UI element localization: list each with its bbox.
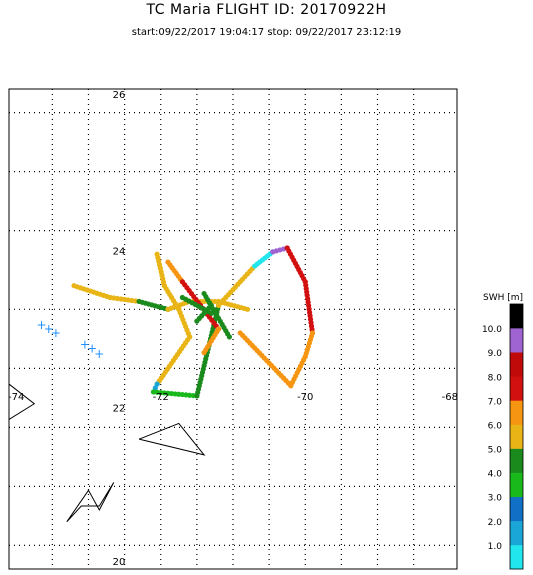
chart-subtitle: start:09/22/2017 19:04:17 stop: 09/22/20… bbox=[131, 27, 402, 38]
island-outline bbox=[66, 482, 115, 523]
swh-track-point bbox=[154, 381, 160, 387]
colorbar-tick-label: 10.0 bbox=[482, 325, 502, 335]
colorbar-bin bbox=[510, 448, 523, 473]
colorbar-tick-label: 4.0 bbox=[488, 470, 503, 480]
colorbar-tick-label: 8.0 bbox=[488, 373, 503, 383]
swh-track-point bbox=[226, 334, 232, 340]
dropsonde-marker: + bbox=[51, 326, 61, 340]
swh-track-point bbox=[288, 383, 294, 389]
colorbar-bin bbox=[510, 352, 523, 377]
colorbar-tick-label: 3.0 bbox=[488, 494, 503, 504]
island-outline bbox=[9, 383, 36, 420]
data-layer: ++++++ bbox=[9, 245, 316, 523]
colorbar-label: SWH [m] bbox=[483, 293, 523, 303]
colorbar-bin bbox=[510, 544, 523, 570]
dropsonde-marker: + bbox=[94, 347, 104, 361]
y-tick-label: 20 bbox=[113, 557, 126, 568]
dropsonde-marker: + bbox=[36, 318, 46, 332]
dropsonde-marker: + bbox=[87, 342, 97, 356]
x-tick-label: -70 bbox=[297, 392, 313, 403]
x-tick-label: -74 bbox=[8, 392, 24, 403]
colorbar-bin bbox=[510, 328, 523, 353]
x-tick-label: -68 bbox=[442, 392, 458, 403]
colorbar-bin bbox=[510, 520, 523, 546]
swh-track-point bbox=[212, 298, 218, 305]
swh-track-point bbox=[152, 385, 158, 391]
swh-track-point bbox=[201, 350, 207, 356]
colorbar-tick-label: 1.0 bbox=[488, 542, 503, 552]
plot-frame bbox=[8, 88, 458, 570]
x-tick-label: -72 bbox=[153, 392, 169, 403]
colorbar-bin bbox=[510, 304, 523, 329]
colorbar-tick-label: 5.0 bbox=[488, 446, 503, 456]
colorbar-tick-label: 6.0 bbox=[488, 421, 503, 431]
swh-track-point bbox=[244, 306, 251, 312]
dropsonde-marker: + bbox=[44, 322, 54, 336]
chart-title: TC Maria FLIGHT ID: 20170922H bbox=[146, 2, 387, 18]
colorbar-bin bbox=[510, 424, 523, 449]
colorbar-bin bbox=[510, 472, 523, 498]
colorbar-bin bbox=[510, 376, 523, 401]
colorbar-tick-label: 2.0 bbox=[488, 518, 503, 528]
colorbar-frame bbox=[509, 303, 524, 570]
colorbar-tick-label: 9.0 bbox=[488, 349, 503, 359]
island-outline bbox=[138, 422, 206, 456]
y-tick-label: 24 bbox=[113, 246, 126, 257]
y-tick-label: 22 bbox=[113, 404, 126, 415]
dropsonde-marker: + bbox=[80, 338, 90, 352]
colorbar-bin bbox=[510, 400, 523, 425]
colorbar-bin bbox=[510, 496, 523, 522]
colorbar-tick-label: 7.0 bbox=[488, 397, 503, 407]
y-tick-label: 26 bbox=[113, 90, 126, 101]
